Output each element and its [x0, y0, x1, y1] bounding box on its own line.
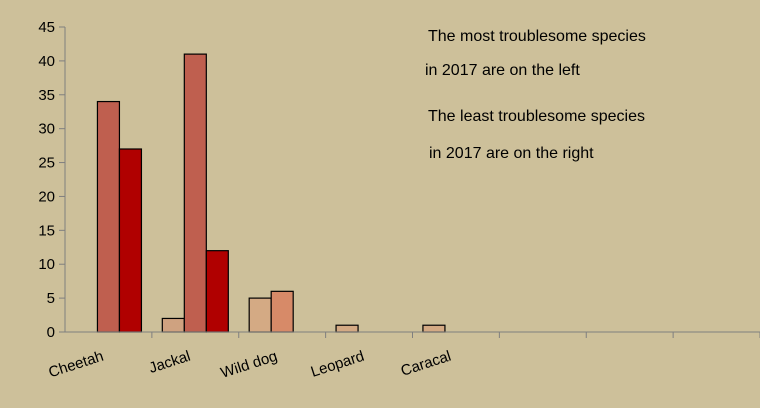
y-tick-label: 0 [47, 324, 55, 341]
x-ticks-layer [151, 332, 760, 338]
bar-cheetah [118, 148, 143, 333]
bar-caracal [422, 324, 446, 333]
bar-cheetah [96, 100, 121, 333]
bar-wild-dog [248, 297, 272, 333]
annotation-most-line1: The most troublesome species [428, 28, 646, 45]
y-tick-label: 30 [38, 121, 55, 138]
y-ticks-layer: 0 5 10 15 20 25 30 35 40 45 [38, 19, 65, 341]
y-tick-label: 35 [38, 87, 55, 104]
bar-jackal [183, 53, 207, 333]
bar-leopard [335, 324, 359, 333]
y-tick-label: 25 [38, 155, 55, 172]
bar-jackal [161, 317, 185, 333]
y-tick-label: 5 [47, 290, 55, 307]
annotation-least-line1: The least troublesome species [428, 108, 645, 125]
y-tick-label: 20 [38, 188, 55, 205]
bar-jackal [205, 250, 229, 333]
y-tick-label: 15 [38, 222, 55, 239]
bars-layer [96, 53, 446, 333]
y-tick-label: 45 [38, 19, 55, 36]
y-tick-label: 40 [38, 53, 55, 70]
y-tick-label: 10 [38, 256, 55, 273]
annotation-most-line2: in 2017 are on the left [425, 62, 580, 79]
annotation-least-line2: in 2017 are on the right [429, 145, 594, 162]
bar-wild-dog [270, 290, 294, 333]
